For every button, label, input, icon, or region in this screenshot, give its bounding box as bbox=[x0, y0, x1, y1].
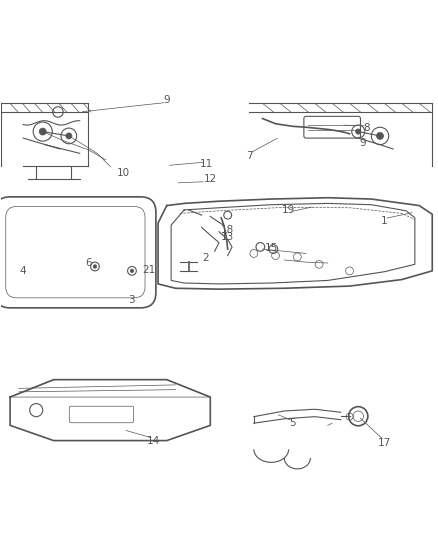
FancyBboxPatch shape bbox=[6, 206, 145, 298]
Text: 4: 4 bbox=[20, 266, 26, 276]
Circle shape bbox=[39, 128, 46, 135]
Circle shape bbox=[93, 265, 97, 268]
Circle shape bbox=[377, 133, 384, 140]
Text: 9: 9 bbox=[163, 95, 170, 105]
Text: 18: 18 bbox=[221, 224, 234, 235]
Text: 15: 15 bbox=[265, 243, 278, 253]
FancyBboxPatch shape bbox=[69, 406, 134, 423]
Text: 1: 1 bbox=[381, 216, 388, 226]
Text: 5: 5 bbox=[290, 418, 296, 428]
Text: 19: 19 bbox=[282, 205, 295, 215]
Text: 13: 13 bbox=[221, 232, 234, 242]
Circle shape bbox=[66, 133, 72, 139]
Text: 10: 10 bbox=[117, 168, 130, 178]
Circle shape bbox=[130, 269, 134, 272]
Text: 21: 21 bbox=[143, 265, 156, 275]
Text: 2: 2 bbox=[203, 253, 209, 263]
Text: 12: 12 bbox=[204, 174, 217, 184]
FancyBboxPatch shape bbox=[304, 116, 360, 138]
Text: 9: 9 bbox=[359, 139, 366, 148]
Text: 8: 8 bbox=[364, 123, 370, 133]
Circle shape bbox=[356, 129, 361, 134]
Text: 7: 7 bbox=[246, 150, 253, 160]
Text: 3: 3 bbox=[129, 295, 135, 305]
FancyBboxPatch shape bbox=[0, 197, 156, 308]
Text: 6: 6 bbox=[85, 258, 92, 268]
Text: 11: 11 bbox=[199, 159, 212, 169]
Text: 14: 14 bbox=[147, 435, 160, 446]
Text: 17: 17 bbox=[378, 438, 391, 448]
